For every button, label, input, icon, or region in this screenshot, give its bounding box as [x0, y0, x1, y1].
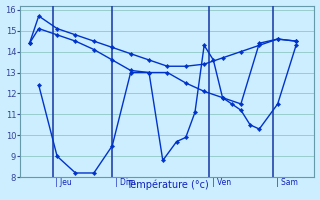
X-axis label: Température (°c): Température (°c)	[126, 180, 209, 190]
Text: | Jeu: | Jeu	[55, 178, 72, 187]
Text: | Sam: | Sam	[276, 178, 298, 187]
Text: | Ven: | Ven	[212, 178, 231, 187]
Text: | Dim: | Dim	[115, 178, 135, 187]
